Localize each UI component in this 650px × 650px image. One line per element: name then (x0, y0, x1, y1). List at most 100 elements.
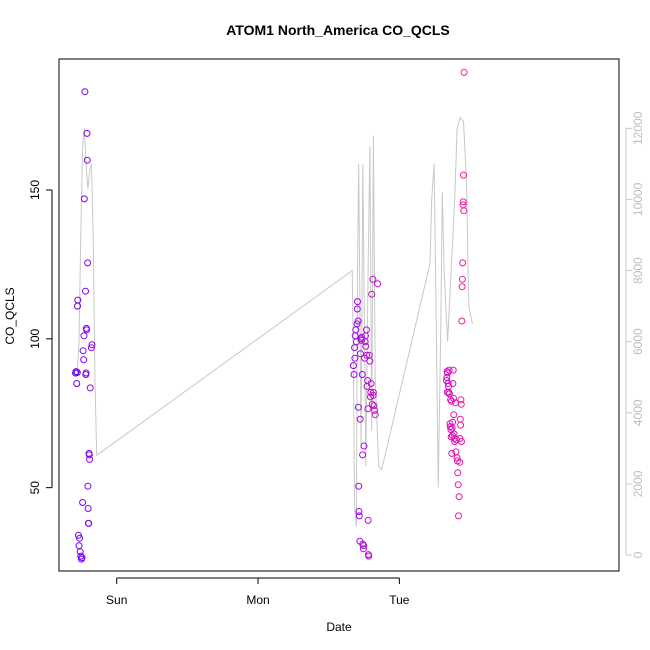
co-point (458, 275, 466, 283)
co-point (455, 512, 462, 520)
y-tick-label: 100 (28, 328, 42, 348)
y-axis-label: CO_QCLS (3, 287, 17, 344)
co-point (455, 493, 463, 501)
y-tick-label: 50 (28, 481, 42, 495)
co-point (369, 388, 377, 396)
co-point (78, 554, 86, 562)
co-point (349, 362, 357, 370)
co-point (453, 436, 460, 444)
co-point (460, 207, 468, 215)
co-point (449, 366, 457, 374)
co-point (365, 552, 373, 560)
co-point (374, 280, 382, 288)
co-point (450, 394, 457, 402)
co-point (450, 430, 458, 438)
co-point (357, 336, 365, 344)
x-tick-label: Tue (389, 593, 410, 607)
co-point (460, 68, 468, 76)
co-point (458, 438, 465, 445)
co-point (355, 482, 363, 490)
co-point (85, 451, 93, 459)
co-point (82, 369, 90, 377)
co-point (83, 129, 91, 137)
co-point (72, 368, 80, 376)
co-point (358, 371, 366, 378)
y2-tick-label: 6000 (631, 328, 645, 355)
co-point (370, 402, 378, 410)
co-point (82, 287, 89, 295)
co-point (350, 371, 358, 378)
x-axis: Sun Mon Tue (106, 577, 410, 607)
co-point (457, 396, 465, 404)
plot-frame (58, 58, 620, 572)
co-point (460, 171, 467, 179)
co-point (355, 508, 363, 515)
co-point (369, 275, 377, 283)
co-point (74, 296, 82, 304)
co-point (83, 156, 91, 164)
co-point (79, 499, 87, 506)
co-point (449, 418, 457, 426)
co-point (450, 411, 458, 419)
x-axis-label: Date (326, 620, 352, 634)
co-point (73, 369, 81, 376)
y2-tick-label: 10000 (631, 182, 645, 216)
co-point (84, 259, 92, 267)
chart-title: ATOM1 North_America CO_QCLS (226, 22, 450, 38)
co-point (368, 290, 376, 298)
co-point (80, 332, 88, 340)
co-point (86, 384, 94, 392)
co-point (359, 451, 367, 459)
co-point (73, 380, 81, 387)
y-tick-label: 150 (28, 180, 42, 200)
co-point (456, 415, 464, 423)
y2-tick-label: 8000 (631, 257, 645, 284)
co-point (88, 341, 96, 349)
y-axis-left: 50 100 150 (28, 180, 53, 495)
y-axis-right: 0 2000 4000 6000 8000 10000 12000 (625, 111, 645, 558)
co-point (80, 356, 88, 364)
co-point (459, 259, 467, 267)
co-point (85, 519, 93, 527)
co-point (458, 283, 466, 291)
co-point (367, 380, 375, 387)
co-point (360, 442, 368, 450)
co-point (354, 317, 362, 325)
co-point (84, 505, 92, 512)
altitude-line (76, 116, 473, 527)
x-tick-label: Sun (106, 593, 127, 607)
co-point (457, 421, 465, 429)
co-point (369, 391, 377, 399)
co-point (454, 469, 462, 477)
co-point (75, 542, 83, 550)
co-point (81, 88, 89, 96)
co-point (359, 545, 367, 553)
co-point (360, 542, 368, 550)
co-point (351, 354, 359, 362)
co-point (457, 400, 465, 408)
co-point (354, 298, 361, 306)
co-point (449, 380, 457, 387)
co-point (448, 449, 456, 457)
co-point (354, 403, 362, 411)
co-point (356, 415, 364, 423)
co-point (364, 516, 372, 524)
co-point (371, 411, 379, 419)
co-point (362, 326, 370, 334)
y2-tick-label: 2000 (631, 470, 645, 497)
altitude-line-layer (76, 116, 473, 527)
co-point (355, 512, 363, 520)
co-point (86, 455, 94, 463)
co-point (368, 400, 376, 408)
co-point (371, 406, 379, 414)
co-point (77, 552, 85, 560)
co-point (76, 534, 84, 542)
co-point (353, 305, 361, 313)
co-point (84, 482, 92, 490)
co-point (362, 342, 370, 350)
y2-tick-label: 12000 (631, 111, 645, 145)
co-point (444, 380, 452, 387)
co-point (358, 333, 366, 341)
co-point (451, 438, 459, 445)
co-scatter-layer (72, 68, 468, 563)
